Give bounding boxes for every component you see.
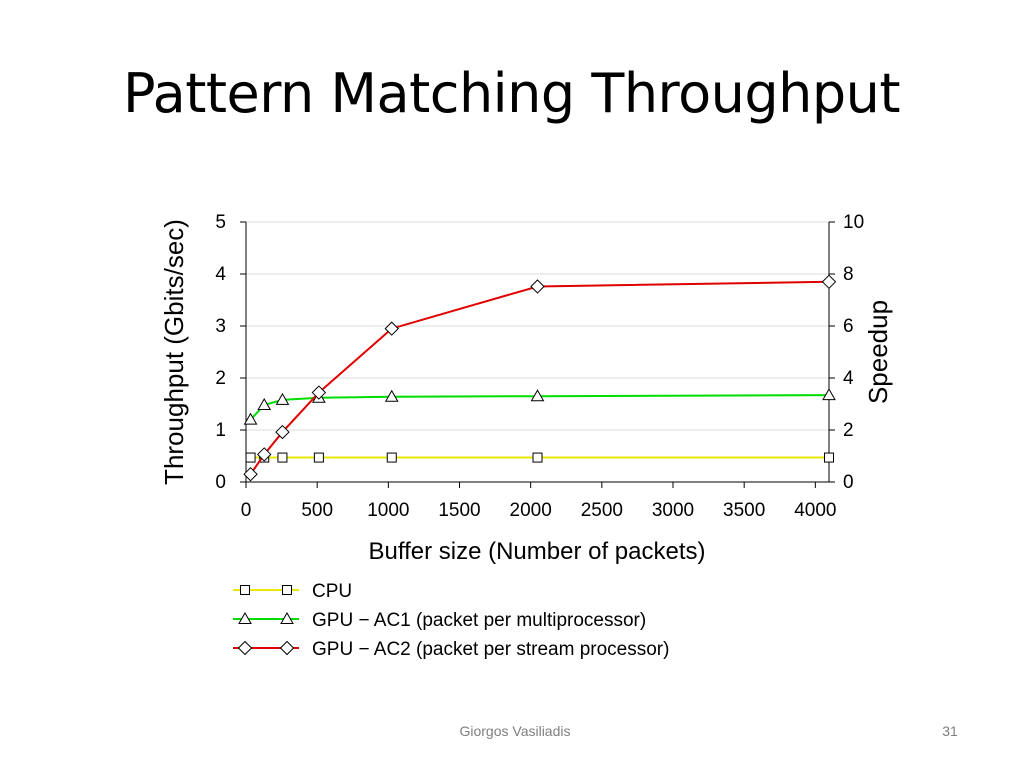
data-point <box>532 452 543 463</box>
data-point <box>530 279 545 294</box>
data-point <box>821 274 837 290</box>
x-axis-label: Buffer size (Number of packets) <box>368 538 705 565</box>
data-point <box>257 398 272 411</box>
legend-item-3: GPU − AC2 (packet per stream processor) <box>233 639 669 660</box>
data-point <box>384 321 399 336</box>
y-axis-label: Throughput (Gbits/sec) <box>159 219 189 485</box>
y-tick-label: 1 <box>215 420 226 441</box>
legend-marker <box>240 585 250 595</box>
y-tick-label: 3 <box>215 316 226 337</box>
y-tick-label: 4 <box>215 264 226 285</box>
grid-layer <box>246 221 829 483</box>
data-point <box>311 385 327 400</box>
data-point <box>313 452 324 463</box>
data-point <box>245 452 256 463</box>
x-tick-label: 4000 <box>794 500 836 521</box>
y2-axis-label: Speedup <box>863 300 893 404</box>
axis-labels-layer: Buffer size (Number of packets) Throughpu… <box>159 219 893 565</box>
series-1 <box>245 452 834 463</box>
axes-layer: 0 1 2 3 4 5 0 2 4 6 8 10 0 500 1000 1500 2000 2500 3000 350… <box>215 212 864 521</box>
data-point <box>275 424 290 440</box>
x-tick-label: 2500 <box>581 500 623 521</box>
data-point <box>530 389 545 402</box>
y2-tick-label: 0 <box>843 472 854 493</box>
data-point <box>386 452 397 463</box>
x-tick-label: 1000 <box>367 500 409 521</box>
y-tick-label: 0 <box>215 472 226 493</box>
legend-label: GPU − AC2 (packet per stream processor) <box>312 639 669 660</box>
legend-marker <box>280 611 294 624</box>
data-point <box>277 452 288 463</box>
series-3 <box>243 274 837 482</box>
series-2 <box>243 388 836 425</box>
x-tick-label: 0 <box>241 500 252 521</box>
y-tick-label: 2 <box>215 368 226 389</box>
y2-tick-label: 8 <box>843 264 854 285</box>
legend-marker <box>279 640 295 656</box>
slide-title: Pattern Matching Throughput <box>122 62 901 125</box>
legend-marker <box>237 640 253 656</box>
page-number: 31 <box>942 723 958 739</box>
data-point <box>275 392 290 405</box>
y2-tick-label: 10 <box>843 212 864 233</box>
legend: CPU GPU − AC1 (packet per multiprocessor)… <box>233 581 669 660</box>
y2-tick-label: 2 <box>843 420 854 441</box>
data-point <box>243 466 258 482</box>
x-tick-label: 500 <box>301 500 333 521</box>
series-layer <box>243 274 837 482</box>
x-tick-label: 3000 <box>652 500 694 521</box>
data-point <box>257 447 272 462</box>
y2-tick-label: 4 <box>843 368 854 389</box>
footer-author: Giorgos Vasiliadis <box>459 723 571 739</box>
legend-item-1: CPU <box>233 581 352 602</box>
legend-label: CPU <box>312 581 352 602</box>
legend-label: GPU − AC1 (packet per multiprocessor) <box>312 610 646 631</box>
x-tick-label: 2000 <box>510 500 552 521</box>
legend-item-2: GPU − AC1 (packet per multiprocessor) <box>233 610 646 631</box>
x-tick-label: 3500 <box>723 500 765 521</box>
x-tick-label: 1500 <box>438 500 480 521</box>
data-point <box>822 388 836 401</box>
data-point <box>243 412 258 425</box>
y2-tick-label: 6 <box>843 316 854 337</box>
data-point <box>824 452 834 463</box>
legend-marker <box>282 585 292 595</box>
y-tick-label: 5 <box>215 212 226 233</box>
legend-marker <box>238 611 252 624</box>
data-point <box>384 389 399 402</box>
